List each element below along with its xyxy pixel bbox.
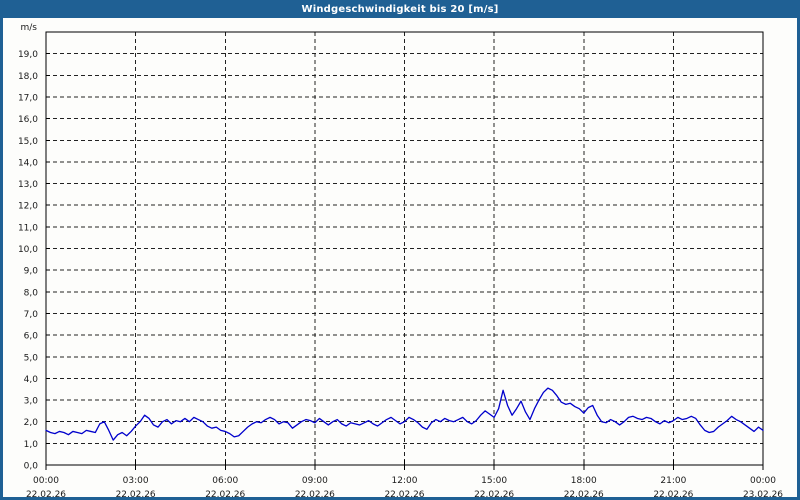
x-axis-time-label: 15:00 bbox=[481, 476, 507, 486]
y-axis-tick-label: 8,0 bbox=[24, 288, 39, 298]
x-axis-date-label: 22.02.26 bbox=[384, 490, 424, 497]
x-axis-date-label: 22.02.26 bbox=[474, 490, 514, 497]
y-axis-tick-label: 9,0 bbox=[24, 267, 39, 277]
chart-plot-area: m/s 0,0 1,0 2,0 3,0 4,0 5,0 6,0 7,0 8,0 9,0 10,0 11… bbox=[3, 18, 797, 497]
y-axis-unit-label: m/s bbox=[21, 23, 38, 33]
x-axis-date-label: 22.02.26 bbox=[564, 490, 604, 497]
y-axis-tick-label: 11,0 bbox=[18, 223, 38, 233]
y-axis-tick-label: 17,0 bbox=[18, 93, 38, 103]
x-axis-date-label: 22.02.26 bbox=[116, 490, 156, 497]
y-axis-tick-label: 5,0 bbox=[24, 353, 39, 363]
y-axis-tick-label: 3,0 bbox=[24, 397, 39, 407]
x-axis-time-label: 12:00 bbox=[392, 476, 418, 486]
y-axis-tick-labels: 0,0 1,0 2,0 3,0 4,0 5,0 6,0 7,0 8,0 9,0 10,0 11,0 12… bbox=[18, 50, 50, 472]
x-axis-date-label: 22.02.26 bbox=[653, 490, 693, 497]
y-axis-tick-label: 6,0 bbox=[24, 332, 39, 342]
x-axis-time-label: 03:00 bbox=[123, 476, 149, 486]
x-axis-time-label: 00:00 bbox=[750, 476, 776, 486]
y-axis-tick-label: 16,0 bbox=[18, 115, 38, 125]
x-axis-date-label: 22.02.26 bbox=[295, 490, 335, 497]
y-axis-tick-label: 12,0 bbox=[18, 202, 38, 212]
x-axis-time-label: 06:00 bbox=[212, 476, 238, 486]
y-axis-tick-label: 13,0 bbox=[18, 180, 38, 190]
x-axis-date-label: 22.02.26 bbox=[26, 490, 66, 497]
y-axis-tick-label: 1,0 bbox=[24, 440, 39, 450]
y-axis-tick-label: 14,0 bbox=[18, 158, 38, 168]
x-axis-time-label: 18:00 bbox=[571, 476, 597, 486]
x-axis-date-label: 22.02.26 bbox=[205, 490, 245, 497]
x-axis-date-label: 23.02.26 bbox=[743, 490, 783, 497]
x-axis-time-label: 00:00 bbox=[33, 476, 59, 486]
y-axis-tick-label: 2,0 bbox=[24, 418, 39, 428]
x-axis-tick-labels: 00:00 22.02.26 03:00 22.02.26 06:00 22.02.26 0… bbox=[26, 460, 783, 497]
vertical-gridlines bbox=[135, 32, 674, 465]
x-axis-time-label: 09:00 bbox=[302, 476, 328, 486]
y-axis-tick-label: 19,0 bbox=[18, 50, 38, 60]
y-axis-tick-label: 4,0 bbox=[24, 375, 39, 385]
y-axis-unit-label-group: m/s bbox=[21, 23, 38, 33]
wind-speed-line bbox=[45, 387, 764, 441]
data-series-group bbox=[45, 387, 764, 441]
window-title: Windgeschwindigkeit bis 20 [m/s] bbox=[301, 3, 499, 15]
y-axis-tick-label: 7,0 bbox=[24, 310, 39, 320]
y-axis-tick-label: 18,0 bbox=[18, 72, 38, 82]
x-axis-time-label: 21:00 bbox=[660, 476, 686, 486]
y-axis-tick-label: 0,0 bbox=[24, 462, 39, 472]
y-axis-tick-label: 15,0 bbox=[18, 137, 38, 147]
y-axis-tick-label: 10,0 bbox=[18, 245, 38, 255]
window-titlebar: Windgeschwindigkeit bis 20 [m/s] bbox=[0, 0, 800, 18]
wind-speed-line-chart: m/s 0,0 1,0 2,0 3,0 4,0 5,0 6,0 7,0 8,0 9,0 10,0 11… bbox=[18, 23, 783, 497]
